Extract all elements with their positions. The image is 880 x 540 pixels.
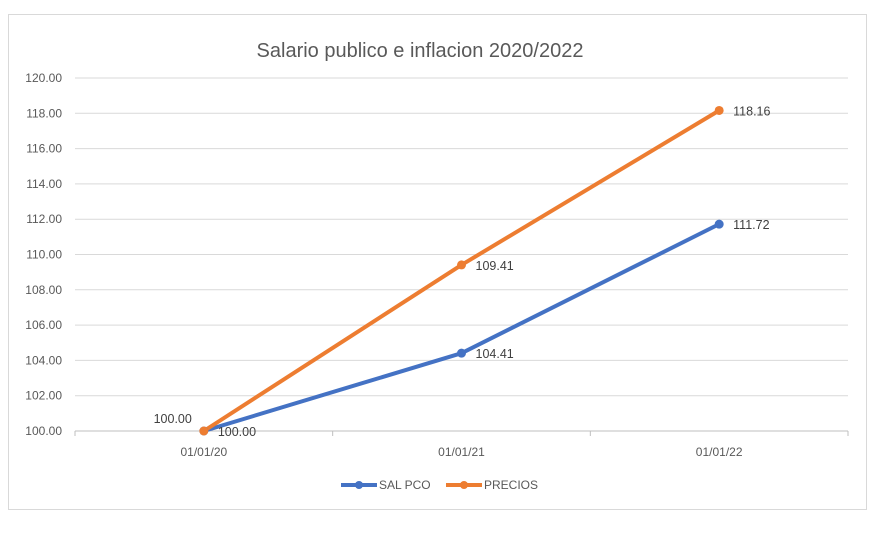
y-tick-label: 120.00	[25, 71, 62, 85]
data-label: 111.72	[733, 218, 769, 232]
y-tick-label: 106.00	[25, 318, 62, 332]
y-tick-label: 108.00	[25, 283, 62, 297]
legend-label: PRECIOS	[484, 478, 538, 492]
data-point	[714, 219, 724, 229]
data-label: 109.41	[476, 259, 514, 273]
data-label: 104.41	[476, 347, 514, 361]
y-tick-label: 118.00	[26, 106, 62, 120]
y-tick-label: 100.00	[25, 424, 62, 438]
data-label: 100.00	[218, 425, 256, 439]
data-point	[714, 105, 724, 115]
chart-title: Salario publico e inflacion 2020/2022	[257, 40, 584, 62]
data-point	[457, 348, 466, 358]
series-line-1	[202, 108, 721, 433]
data-point	[457, 260, 466, 270]
y-tick-label: 104.00	[25, 353, 62, 367]
data-point	[199, 426, 209, 436]
x-tick-label: 01/01/20	[180, 445, 227, 459]
y-tick-label: 110.00	[26, 248, 62, 262]
y-tick-label: 102.00	[25, 389, 62, 403]
x-tick-label: 01/01/21	[438, 445, 485, 459]
data-label: 100.00	[154, 412, 192, 426]
legend-marker	[460, 481, 468, 489]
y-tick-label: 112.00	[26, 212, 62, 226]
data-label: 118.16	[733, 104, 770, 118]
legend-label: SAL PCO	[379, 478, 431, 492]
legend-marker	[355, 481, 363, 489]
x-tick-label: 01/01/22	[696, 445, 743, 459]
y-tick-label: 116.00	[26, 142, 62, 156]
chart-frame	[8, 14, 867, 510]
series-line-0	[203, 222, 721, 433]
y-tick-label: 114.00	[26, 177, 62, 191]
